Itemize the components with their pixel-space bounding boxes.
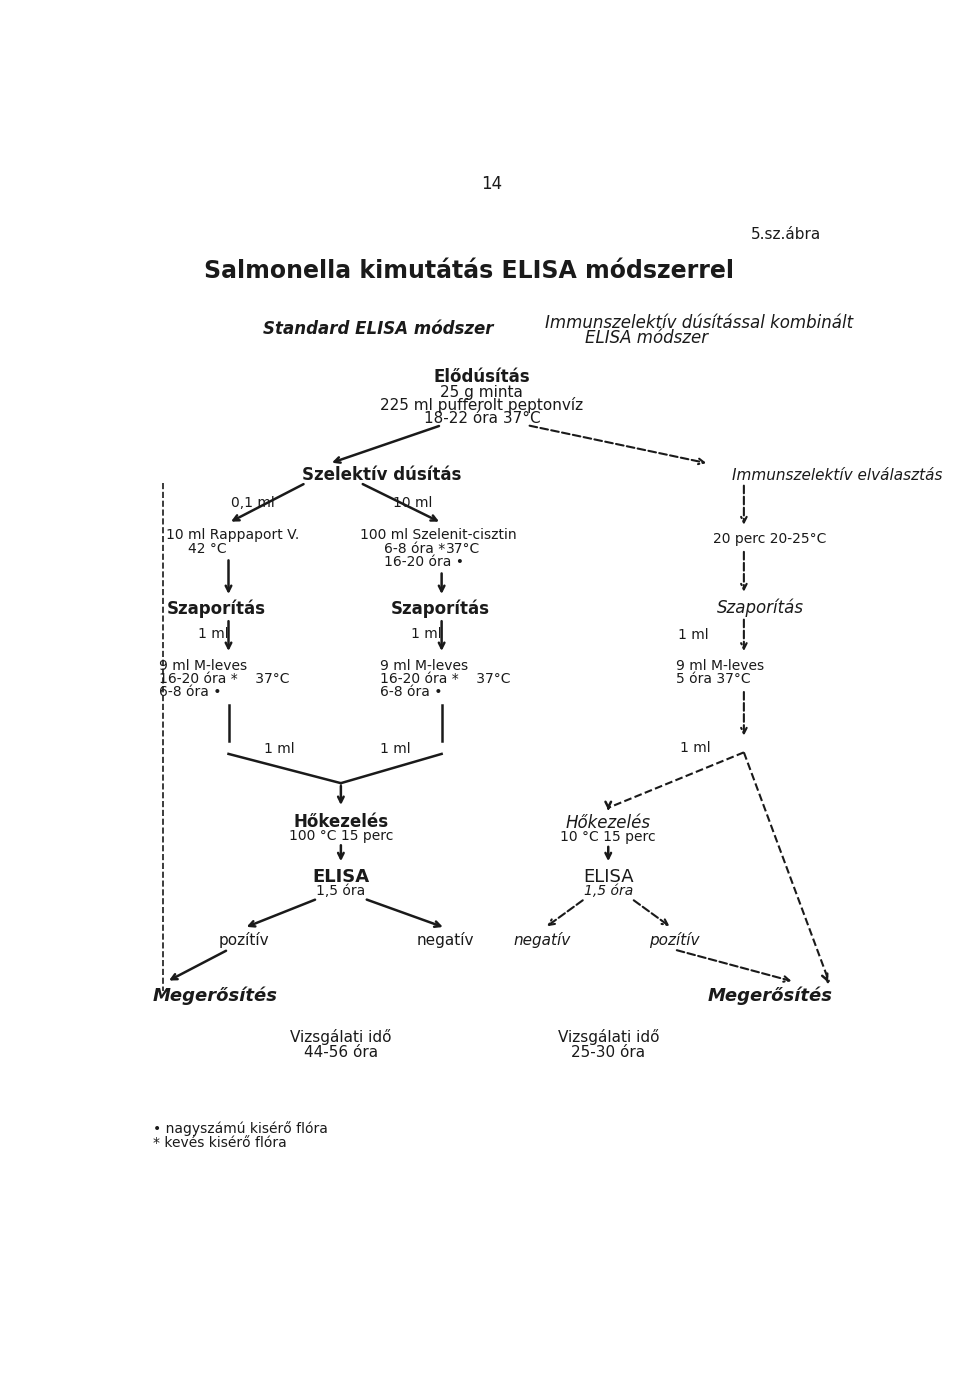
- Text: 16-20 óra *    37°C: 16-20 óra * 37°C: [158, 673, 289, 687]
- Text: Salmonella kimutátás ELISA módszerrel: Salmonella kimutátás ELISA módszerrel: [204, 259, 733, 283]
- Text: 9 ml M-leves: 9 ml M-leves: [158, 659, 247, 673]
- Text: 5.sz.ábra: 5.sz.ábra: [751, 227, 822, 242]
- Text: 44-56 óra: 44-56 óra: [303, 1045, 378, 1060]
- Text: Hőkezelés: Hőkezelés: [294, 812, 389, 830]
- Text: 1 ml: 1 ml: [380, 742, 411, 756]
- Text: Standard ELISA módszer: Standard ELISA módszer: [263, 320, 493, 338]
- Text: ELISA módszer: ELISA módszer: [585, 329, 708, 347]
- Text: 42 °C: 42 °C: [188, 542, 227, 556]
- Text: 1 ml: 1 ml: [198, 627, 228, 641]
- Text: 100 ml Szelenit-cisztin: 100 ml Szelenit-cisztin: [360, 528, 516, 542]
- Text: ELISA: ELISA: [583, 868, 634, 886]
- Text: 16-20 óra *    37°C: 16-20 óra * 37°C: [379, 673, 510, 687]
- Text: 37°C: 37°C: [445, 542, 480, 556]
- Text: 9 ml M-leves: 9 ml M-leves: [379, 659, 468, 673]
- Text: 10 ml: 10 ml: [394, 496, 433, 510]
- Text: 1 ml: 1 ml: [679, 628, 709, 642]
- Text: Szaporítás: Szaporítás: [717, 599, 804, 617]
- Text: 0,1 ml: 0,1 ml: [231, 496, 276, 510]
- Text: Megerősítés: Megerősítés: [153, 986, 277, 1004]
- Text: Vizsgálati idő: Vizsgálati idő: [290, 1029, 392, 1045]
- Text: 25-30 óra: 25-30 óra: [571, 1045, 645, 1060]
- Text: 14: 14: [481, 176, 503, 194]
- Text: negatív: negatív: [514, 932, 571, 949]
- Text: 18-22 óra 37°C: 18-22 óra 37°C: [423, 411, 540, 426]
- Text: • nagyszámú kisérő flóra: • nagyszámú kisérő flóra: [153, 1121, 327, 1135]
- Text: 20 perc 20-25°C: 20 perc 20-25°C: [713, 532, 827, 546]
- Text: 6-8 óra •: 6-8 óra •: [379, 685, 443, 699]
- Text: 1 ml: 1 ml: [411, 627, 442, 641]
- Text: Szelektív dúsítás: Szelektív dúsítás: [302, 467, 462, 485]
- Text: 1,5 óra: 1,5 óra: [584, 885, 633, 898]
- Text: * kevés kisérő flóra: * kevés kisérő flóra: [153, 1135, 286, 1149]
- Text: 9 ml M-leves: 9 ml M-leves: [677, 659, 764, 673]
- Text: 100 °C 15 perc: 100 °C 15 perc: [289, 829, 393, 843]
- Text: 1 ml: 1 ml: [680, 741, 710, 755]
- Text: Hőkezelés: Hőkezelés: [565, 814, 651, 832]
- Text: 225 ml pufferolt peptonvíz: 225 ml pufferolt peptonvíz: [380, 397, 584, 414]
- Text: Immunszelektív dúsítással kombinált: Immunszelektív dúsítással kombinált: [544, 313, 852, 332]
- Text: Megerősítés: Megerősítés: [708, 986, 833, 1004]
- Text: 25 g minta: 25 g minta: [441, 384, 523, 400]
- Text: pozítív: pozítív: [649, 932, 700, 949]
- Text: 6-8 óra *: 6-8 óra *: [383, 542, 444, 556]
- Text: 6-8 óra •: 6-8 óra •: [158, 685, 221, 699]
- Text: 16-20 óra •: 16-20 óra •: [383, 556, 464, 570]
- Text: Vizsgálati idő: Vizsgálati idő: [558, 1029, 659, 1045]
- Text: Szaporítás: Szaporítás: [166, 600, 266, 618]
- Text: 5 óra 37°C: 5 óra 37°C: [677, 673, 751, 687]
- Text: Szaporítás: Szaporítás: [392, 600, 491, 618]
- Text: Immunszelektív elválasztás: Immunszelektív elválasztás: [732, 468, 943, 482]
- Text: 10 ml Rappaport V.: 10 ml Rappaport V.: [166, 528, 300, 542]
- Text: 1 ml: 1 ml: [264, 742, 294, 756]
- Text: ELISA: ELISA: [312, 868, 370, 886]
- Text: pozítív: pozítív: [219, 932, 270, 949]
- Text: 10 °C 15 perc: 10 °C 15 perc: [561, 830, 656, 844]
- Text: Elődúsítás: Elődúsítás: [434, 368, 530, 386]
- Text: 1,5 óra: 1,5 óra: [316, 885, 366, 898]
- Text: negatív: negatív: [417, 932, 474, 949]
